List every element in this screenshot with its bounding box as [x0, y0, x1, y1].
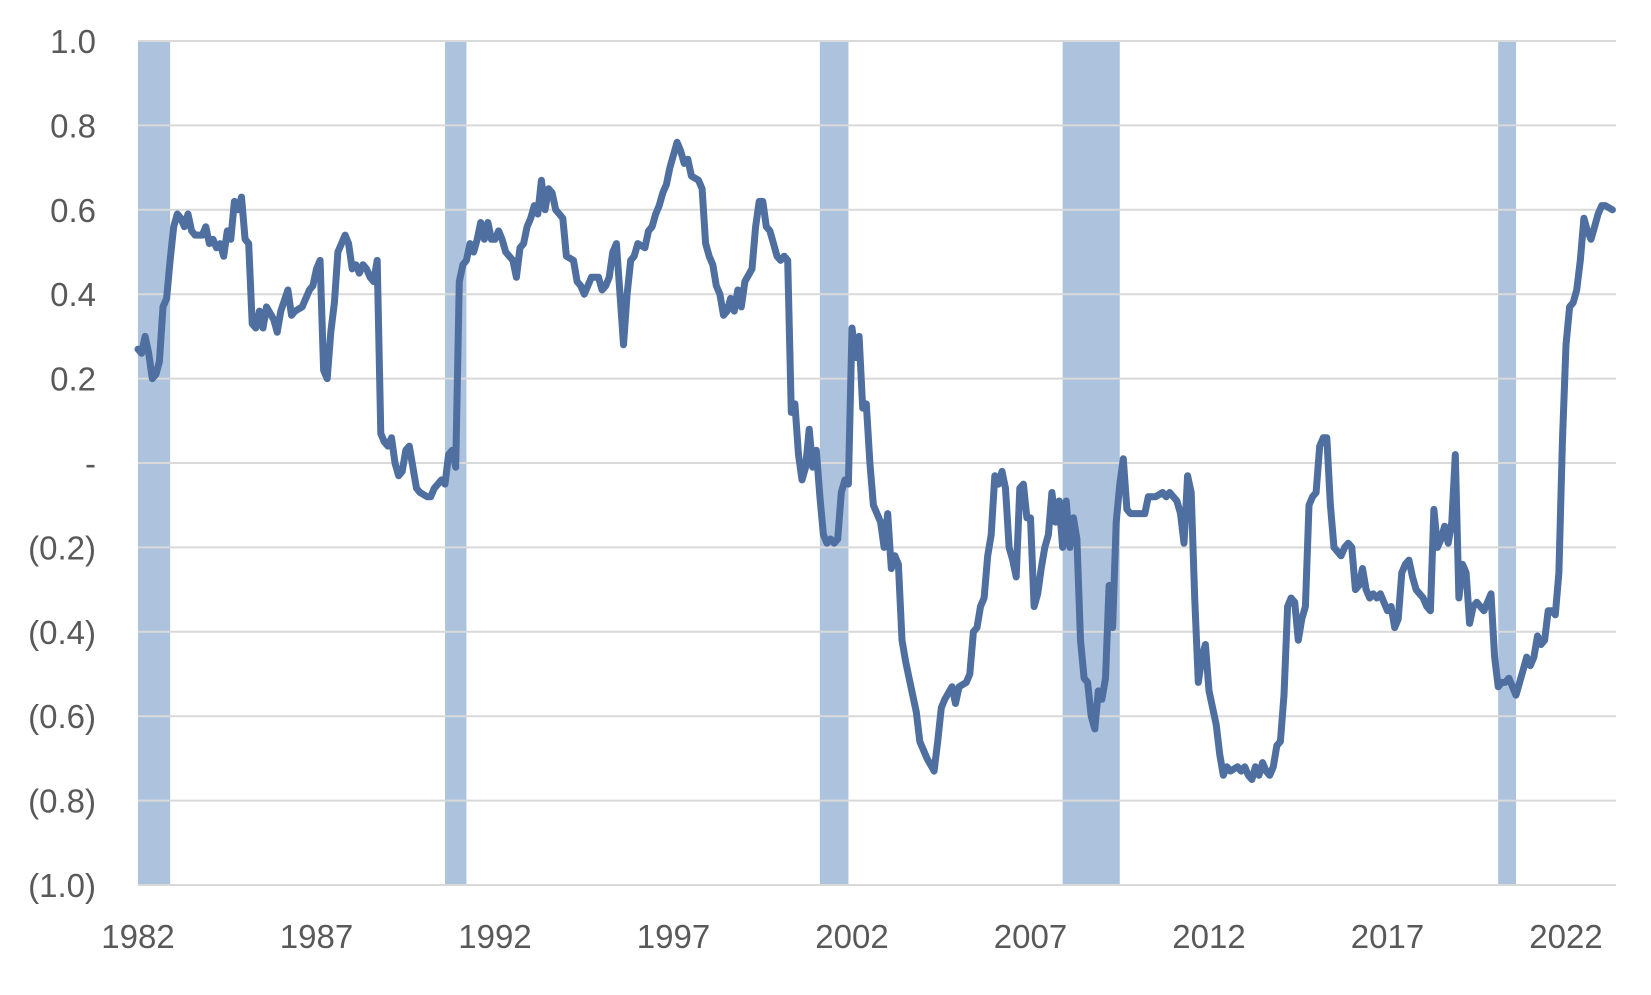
x-tick-label: 2017 — [1351, 918, 1424, 955]
series-line — [134, 138, 1616, 783]
x-tick-label: 1982 — [101, 918, 174, 955]
x-tick-label: 1987 — [280, 918, 353, 955]
y-tick-label: 0.2 — [50, 361, 96, 398]
x-tick-label: 1997 — [637, 918, 710, 955]
y-tick-label: - — [85, 445, 96, 482]
y-tick-label: 0.4 — [50, 276, 96, 313]
y-tick-label: (1.0) — [28, 867, 96, 904]
y-tick-label: (0.4) — [28, 614, 96, 651]
y-tick-label: 0.6 — [50, 192, 96, 229]
x-tick-label: 2002 — [815, 918, 888, 955]
x-tick-label: 2007 — [994, 918, 1067, 955]
y-axis-tick-labels: 1.0 0.8 0.6 0.4 0.2 - (0.2) (0.4) (0.6) (0.8) (1.0… — [28, 23, 96, 904]
y-tick-label: (0.2) — [28, 529, 96, 566]
series-line-group — [134, 138, 1616, 783]
x-axis-tick-labels: 1982 1987 1992 1997 2002 2007 2012 2017 2022 — [101, 918, 1602, 955]
gridlines — [138, 40, 1616, 886]
x-tick-label: 2022 — [1529, 918, 1602, 955]
y-tick-label: (0.6) — [28, 698, 96, 735]
y-tick-label: 1.0 — [50, 23, 96, 60]
x-tick-label: 1992 — [458, 918, 531, 955]
x-tick-label: 2012 — [1172, 918, 1245, 955]
y-tick-label: (0.8) — [28, 783, 96, 820]
y-tick-label: 0.8 — [50, 107, 96, 144]
